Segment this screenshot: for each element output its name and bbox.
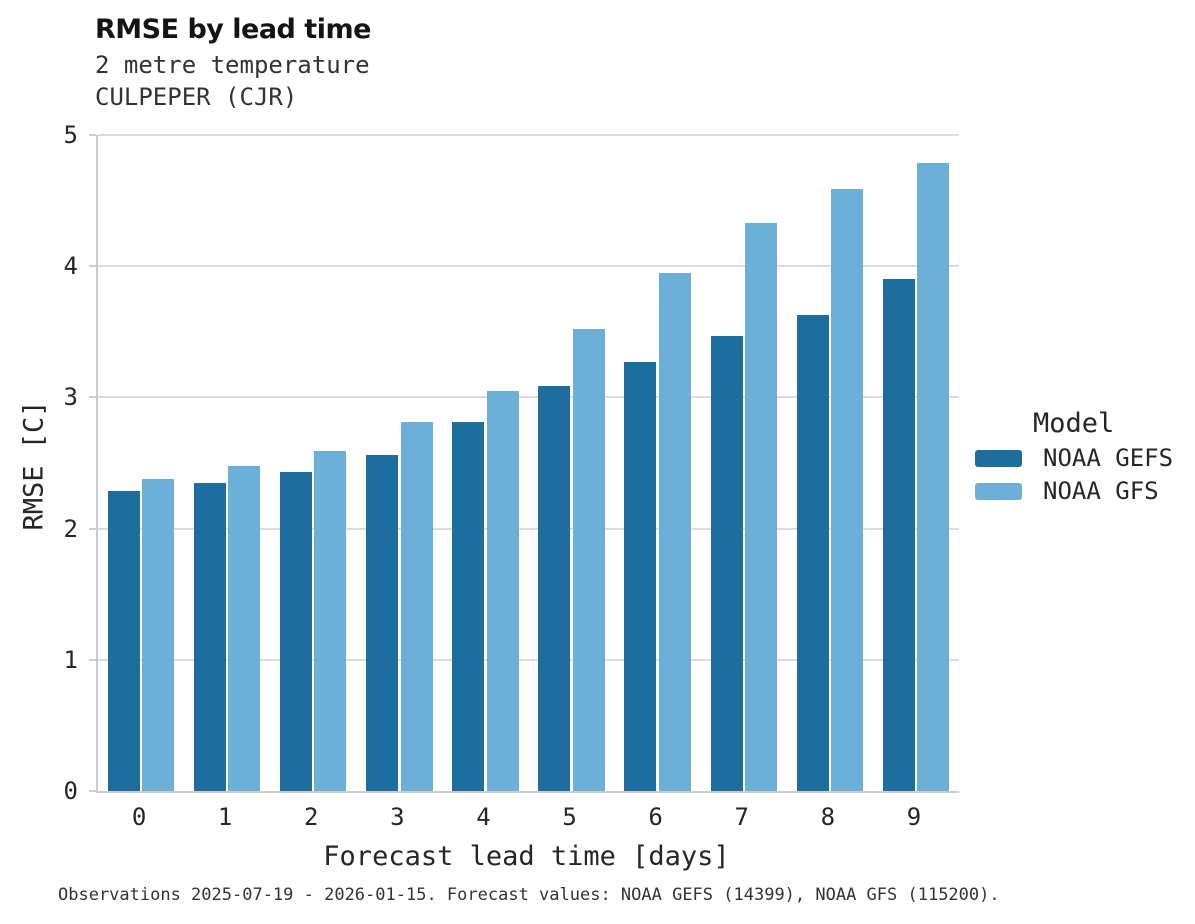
y-tick-label: 4 (63, 252, 78, 281)
bar-noaa-gefs-lead-1 (193, 482, 226, 791)
bar-noaa-gefs-lead-9 (882, 279, 915, 791)
bar-noaa-gfs-lead-7 (744, 222, 777, 791)
bar-noaa-gefs-lead-0 (107, 490, 140, 791)
y-tick-label: 1 (63, 645, 78, 674)
bar-noaa-gefs-lead-8 (796, 314, 829, 791)
gridline-y-3 (98, 396, 959, 399)
gridline-y-5 (98, 134, 959, 136)
chart-subtitle-variable: 2 metre temperature (95, 51, 370, 79)
x-tick-label: 0 (131, 803, 147, 831)
x-tick-label: 8 (820, 803, 836, 831)
legend-swatch-icon (975, 449, 1022, 467)
x-tick-label: 4 (476, 803, 491, 831)
x-tick-label: 3 (390, 803, 405, 831)
bar-noaa-gfs-lead-5 (572, 329, 605, 791)
bar-noaa-gefs-lead-4 (452, 422, 485, 791)
bar-noaa-gfs-lead-3 (400, 422, 433, 791)
bar-noaa-gefs-lead-5 (538, 385, 571, 791)
plot-area (96, 134, 959, 793)
y-axis: 0 1 2 3 4 5 (0, 0, 96, 924)
y-tick-label: 2 (63, 514, 78, 543)
bar-noaa-gfs-lead-4 (486, 390, 519, 791)
y-tick-label: 3 (63, 383, 78, 412)
bar-noaa-gefs-lead-2 (280, 472, 313, 791)
y-tick-mark (89, 265, 96, 268)
x-tick-label: 5 (562, 803, 577, 831)
legend-label: NOAA GFS (1043, 477, 1159, 505)
bar-noaa-gfs-lead-1 (228, 465, 261, 791)
x-tick-label: 7 (734, 803, 749, 831)
bar-noaa-gfs-lead-2 (314, 451, 347, 791)
legend-swatch-icon (975, 482, 1022, 500)
y-tick-mark (89, 527, 96, 530)
legend-item: NOAA GEFS (965, 444, 1173, 472)
gridline-y-1 (98, 658, 959, 661)
y-tick-mark (89, 790, 96, 792)
gridline-y-4 (98, 265, 959, 268)
chart-subtitle-station: CULPEPER (CJR) (95, 83, 298, 111)
bar-noaa-gfs-lead-6 (658, 272, 691, 791)
x-tick-label: 9 (906, 803, 922, 831)
x-axis-title: Forecast lead time [days] (323, 841, 730, 872)
legend-item: NOAA GFS (965, 477, 1173, 505)
bar-noaa-gfs-lead-8 (831, 188, 864, 791)
y-tick-mark (89, 134, 96, 136)
caption: Observations 2025-07-19 - 2026-01-15. Fo… (58, 885, 1000, 905)
x-tick-label: 2 (304, 803, 319, 831)
x-tick-label: 1 (217, 803, 233, 831)
chart-title: RMSE by lead time (95, 14, 371, 45)
legend-label: NOAA GEFS (1043, 444, 1174, 472)
bar-noaa-gefs-lead-3 (366, 455, 399, 791)
y-tick-label: 5 (63, 121, 78, 149)
bar-noaa-gefs-lead-7 (710, 335, 743, 791)
gridline-y-2 (98, 527, 959, 530)
bar-noaa-gfs-lead-9 (917, 162, 950, 791)
bar-noaa-gfs-lead-0 (142, 478, 175, 791)
y-tick-mark (89, 658, 96, 661)
y-tick-mark (89, 396, 96, 399)
x-tick-label: 6 (648, 803, 663, 831)
bar-noaa-gefs-lead-6 (624, 361, 657, 791)
y-tick-label: 0 (63, 777, 78, 805)
legend-title: Model (1033, 408, 1115, 439)
legend-items: NOAA GEFS NOAA GFS (965, 444, 1173, 514)
